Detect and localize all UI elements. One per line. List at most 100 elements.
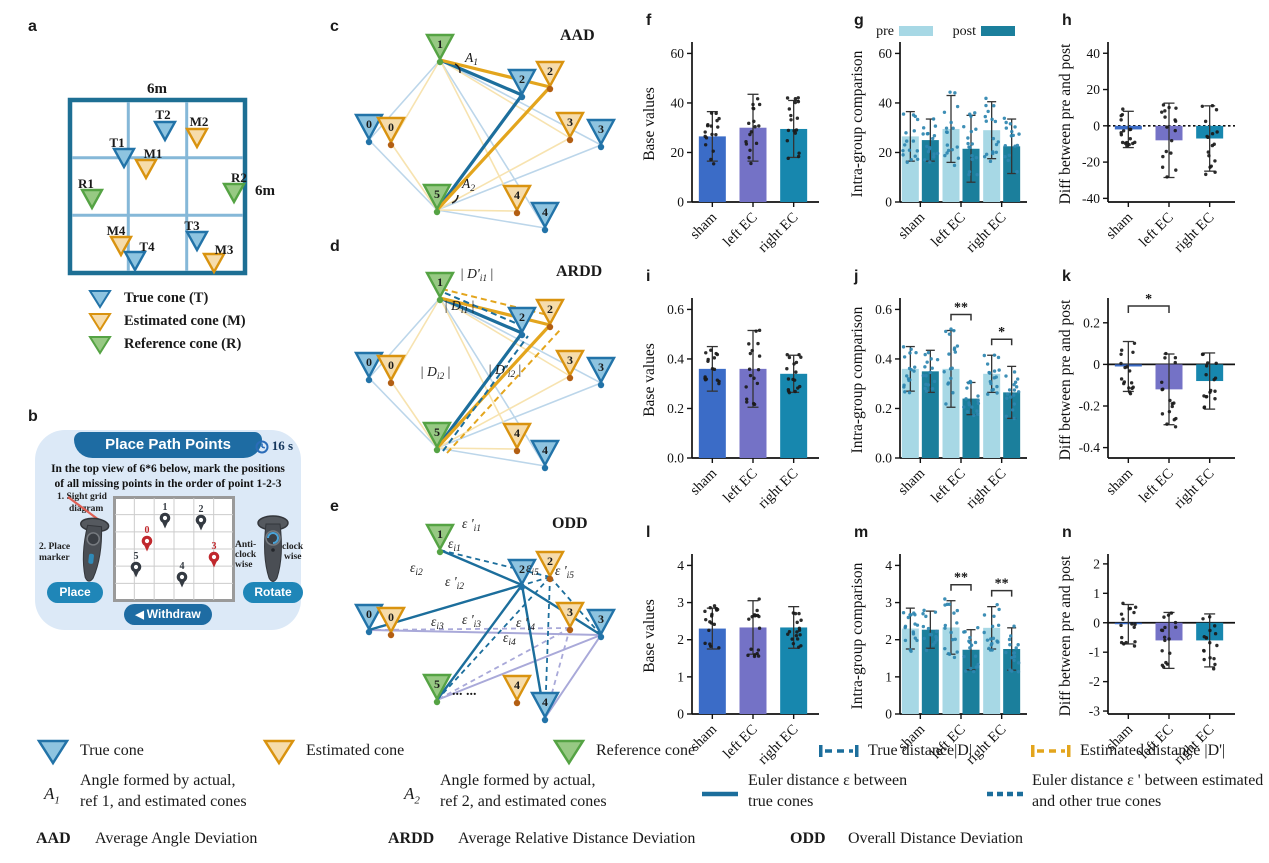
panel-g-letter: g [854,12,864,29]
vr-instruction-card: Place Path Points 16 s In the top view o… [35,430,304,630]
svg-text:T2: T2 [155,107,170,122]
connection-line [446,329,561,454]
true-distance-icon [819,745,859,757]
est-cone: 3 [554,111,586,144]
right-controller-icon [257,515,289,582]
svg-text:Intra-group comparison: Intra-group comparison [849,306,866,453]
category-label: right EC [755,466,801,512]
math-label: ε 'i3 [462,612,481,630]
aad-desc: Average Angle Deviation [95,830,258,847]
svg-text:0: 0 [145,525,150,536]
legend-estimated-cone: Estimated cone (M) [88,310,246,333]
est-cone: M2 [184,114,210,150]
svg-text:2: 2 [547,302,553,316]
odd-abbr: ODD [790,830,826,847]
svg-text:2: 2 [547,64,553,78]
instruction-line-2: of all missing points in the order of po… [54,478,282,490]
math-label: | Di2 | [420,364,450,382]
hint-place-1: 2. Place [39,542,71,552]
aad-abbr: AAD [36,830,71,847]
ref-cone: 5 [421,421,453,454]
est-cone: M4 [107,223,134,258]
connection-line [435,323,552,450]
svg-text:20: 20 [671,145,685,160]
ardd-desc: Average Relative Distance Deviation [458,830,696,847]
svg-text:T1: T1 [109,135,124,150]
svg-text:0: 0 [885,707,892,722]
svg-text:2: 2 [885,632,892,647]
est-cone: M3 [201,242,234,275]
svg-text:60: 60 [879,46,893,61]
bar [942,627,960,714]
a2-symbol: A2 [404,784,420,807]
hint-anticlock-1: Anti- [235,540,257,550]
estimated-cone-icon [88,312,112,332]
bar [962,398,980,458]
connection-line [435,85,552,212]
panel-n-letter: n [1062,524,1072,541]
svg-text:0.2: 0.2 [667,401,684,416]
svg-text:**: ** [954,300,968,315]
map-pin-2: 2 [195,504,207,531]
est-cone: 2 [534,60,566,93]
est-cone: 3 [554,349,586,382]
panel-h-letter: h [1062,12,1072,29]
true-cone: 0 [353,603,385,636]
diagram-title: ARDD [556,263,602,280]
true-cone: 0 [353,351,385,384]
ref-cone: 1 [424,523,456,556]
svg-text:3: 3 [885,595,892,610]
svg-text:4: 4 [885,558,892,573]
connection-line [436,209,546,229]
svg-text:5: 5 [134,551,139,562]
true-cone: 2 [506,306,538,339]
legend-true-cone-label: True cone [80,742,144,759]
category-label: right EC [755,210,801,256]
svg-text:pre: pre [876,24,894,39]
math-label: A1 [464,50,478,68]
svg-text:0: 0 [366,607,372,621]
minimap-grid: 1 2 0 3 5 4 [113,496,235,602]
connection-line [439,58,551,89]
chart-i-base-values: i 0.0 0.2 0.4 0.6 Base values sham left EC right… [640,266,852,522]
svg-text:**: ** [954,571,968,586]
est-cone: 0 [375,606,407,639]
ref-cone: 1 [424,33,456,66]
svg-text:-0.2: -0.2 [1079,399,1100,414]
connection-line [439,59,546,229]
legend-reference-cone-label: Reference cone (R) [124,336,242,352]
legend-estimated-cone-label: Estimated cone [306,742,405,759]
svg-text:5: 5 [434,425,440,439]
svg-text:2: 2 [519,310,525,324]
true-cone: 4 [529,201,561,234]
chart-f-base-values: f 0 20 40 60 Base values sham left EC right EC [640,10,852,266]
true-cone: 4 [529,691,561,724]
connection-line [436,447,518,450]
svg-text:-2: -2 [1089,674,1100,689]
est-cone: 2 [534,550,566,583]
left-controller-icon [79,517,110,582]
connection-line [544,634,602,719]
connection-line [435,94,524,211]
math-label: A2 [461,176,475,194]
panel-j-letter: j [854,268,859,285]
ref-cone: 5 [421,673,453,706]
bar [942,368,960,458]
hint-clockwise-1: clock [282,542,304,552]
svg-text:Base values: Base values [641,87,658,161]
ref-cone: 1 [424,271,456,304]
svg-text:1: 1 [885,669,892,684]
svg-text:1: 1 [677,669,684,684]
clock-icon [255,440,269,453]
connection-line [544,627,571,719]
connection-line [436,382,602,449]
legend-true-cone: True cone (T) [88,287,246,310]
panel-a-letter: a [28,18,37,35]
svg-text:3: 3 [212,541,217,552]
back-arrow-icon: ◀ [135,609,144,621]
category-label: sham [895,465,928,498]
svg-text:1: 1 [437,275,443,289]
